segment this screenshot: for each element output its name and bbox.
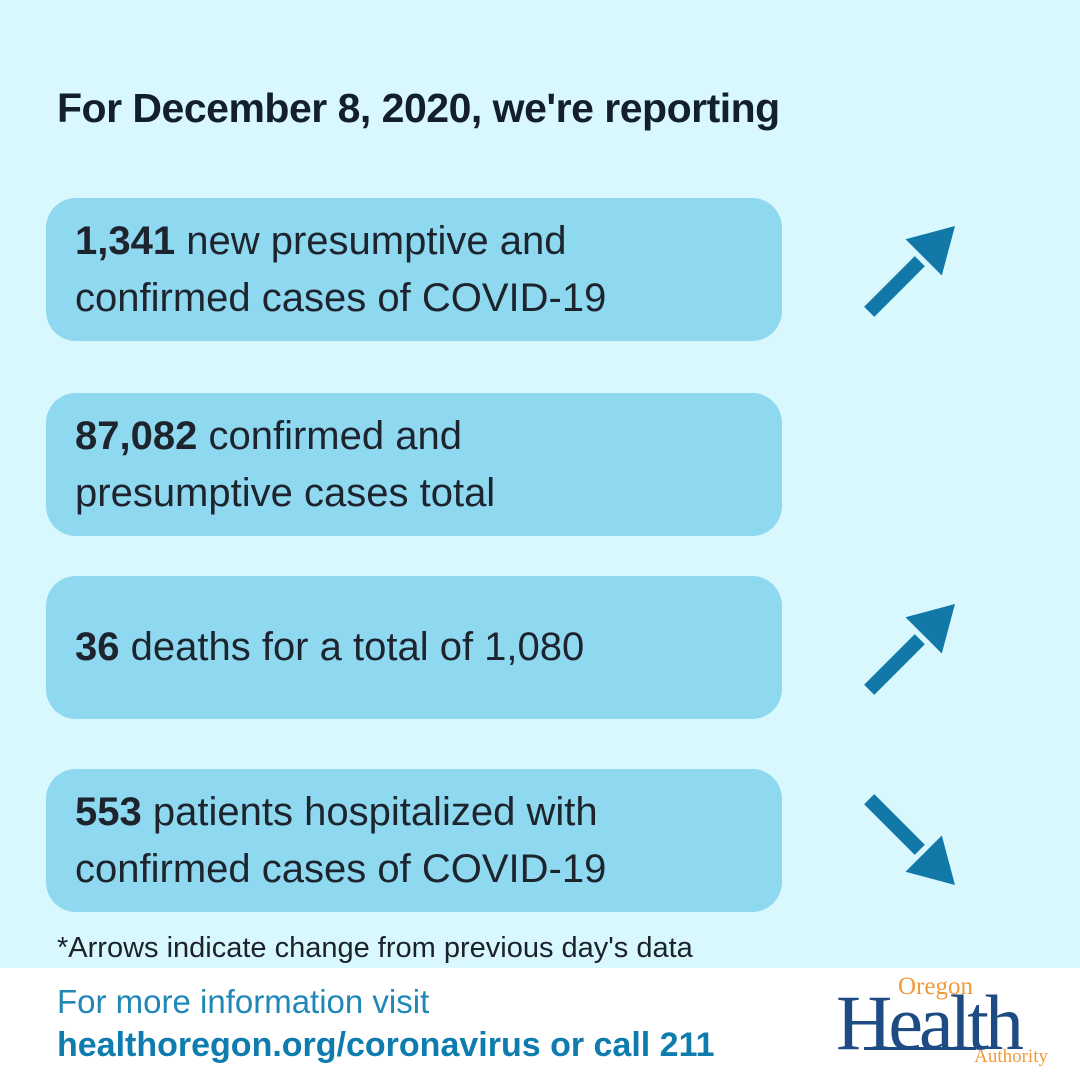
stat-row: 87,082 confirmed and presumptive cases t…: [46, 393, 1040, 536]
footer-info-text: For more information visit: [57, 982, 430, 1020]
stat-value: 36: [75, 625, 120, 669]
footer: For more information visit healthoregon.…: [0, 968, 1080, 1080]
stat-card-total-cases: 87,082 confirmed and presumptive cases t…: [46, 393, 782, 536]
stat-row: 553 patients hospitalized with confirmed…: [46, 769, 1040, 912]
stat-text: new presumptive and: [175, 218, 567, 263]
trend-indicator: [782, 393, 1040, 536]
trend-arrow-icon: [864, 603, 955, 695]
stat-value: 1,341: [75, 218, 176, 263]
stat-row: 1,341 new presumptive and confirmed case…: [46, 198, 1040, 341]
oha-logo: Health Oregon Authority: [836, 974, 1050, 1070]
stat-text: deaths for a total of 1,080: [119, 625, 585, 669]
stat-line: 87,082 confirmed and: [75, 408, 754, 465]
footer-text-block: For more information visit healthoregon.…: [57, 980, 715, 1068]
stat-card-deaths: 36 deaths for a total of 1,080: [46, 576, 782, 719]
stat-line: 1,341 new presumptive and: [75, 213, 754, 270]
logo-underline: [864, 1047, 976, 1050]
stat-card-new-cases: 1,341 new presumptive and confirmed case…: [46, 198, 782, 341]
trend-arrow-icon: [864, 225, 955, 317]
stat-value: 87,082: [75, 413, 198, 458]
stat-line: presumptive cases total: [75, 470, 496, 515]
stat-text: confirmed and: [197, 413, 462, 458]
trend-arrow-icon: [864, 793, 955, 885]
logo-authority-text: Authority: [974, 1046, 1048, 1067]
stat-row: 36 deaths for a total of 1,080: [46, 576, 1040, 719]
stat-card-hospitalized: 553 patients hospitalized with confirmed…: [46, 769, 782, 912]
trend-indicator: [782, 576, 1040, 719]
stat-line: confirmed cases of COVID-19: [75, 846, 607, 891]
trend-indicator: [782, 198, 1040, 341]
page-title: For December 8, 2020, we're reporting: [57, 85, 780, 131]
logo-oregon-text: Oregon: [898, 973, 973, 1000]
trend-indicator: [782, 769, 1040, 912]
footnote: *Arrows indicate change from previous da…: [57, 932, 693, 964]
stat-line: confirmed cases of COVID-19: [75, 275, 607, 320]
footer-link-text: healthoregon.org/coronavirus or call 211: [57, 1026, 715, 1065]
stat-value: 553: [75, 789, 142, 834]
stat-line: 36 deaths for a total of 1,080: [75, 619, 754, 676]
stat-text: patients hospitalized with: [141, 789, 598, 834]
stat-line: 553 patients hospitalized with: [75, 784, 754, 841]
